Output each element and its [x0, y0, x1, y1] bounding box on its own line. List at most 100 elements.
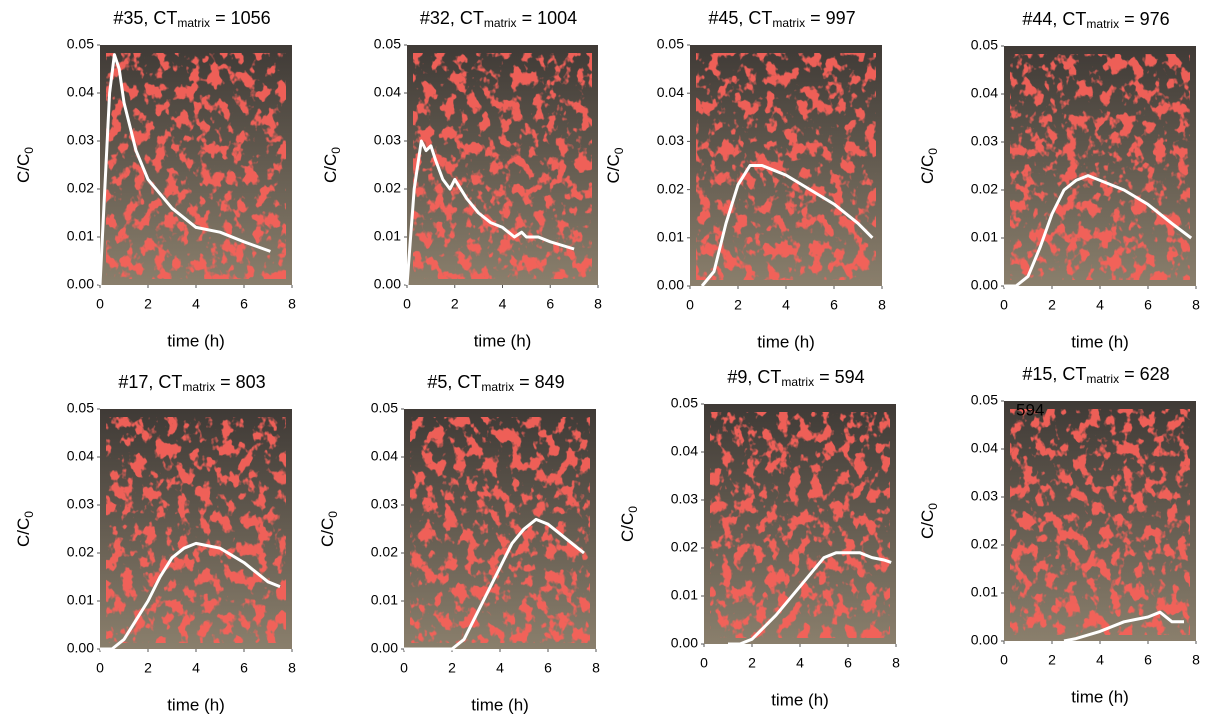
x-tick-label: 4	[499, 296, 507, 312]
y-axis-label: C/C0	[14, 511, 36, 547]
title-tail: = 976	[1124, 9, 1170, 29]
y-tick-label: 0.04	[971, 440, 998, 456]
y-label-main: C/C	[321, 154, 340, 183]
x-tick-label: 4	[796, 655, 804, 671]
y-tick-label: 0.02	[657, 180, 684, 196]
x-tick-label: 4	[782, 297, 790, 313]
y-tick-label: 0.00	[971, 632, 998, 648]
title-main: #5, CT	[427, 372, 481, 392]
x-axis-label: time (h)	[1071, 687, 1129, 706]
x-tick-label: 8	[892, 655, 900, 671]
y-tick-label: 0.01	[657, 229, 684, 245]
y-tick-label: 0.05	[671, 395, 698, 411]
x-axis-label: time (h)	[474, 331, 532, 350]
y-tick-label: 0.04	[374, 84, 401, 100]
y-tick-label: 0.05	[67, 36, 94, 52]
x-tick-label: 4	[192, 660, 200, 676]
title-tail: = 803	[220, 372, 266, 392]
y-tick-label: 0.02	[971, 536, 998, 552]
y-tick-label: 0.04	[67, 84, 94, 100]
title-sub: matrix	[177, 16, 210, 30]
x-tick-label: 0	[403, 296, 411, 312]
pore-rendering	[410, 417, 590, 643]
title-sub: matrix	[481, 380, 514, 394]
data-line	[405, 139, 575, 286]
title-tail: = 1004	[522, 8, 578, 28]
title-sub: matrix	[484, 16, 517, 30]
x-axis-label: time (h)	[757, 332, 815, 351]
y-tick-label: 0.01	[67, 592, 94, 608]
chart-title: #17, CTmatrix = 803	[118, 372, 265, 394]
y-label-main: C/C	[14, 518, 33, 547]
title-tail: = 1056	[215, 8, 271, 28]
y-tick-label: 0.00	[671, 635, 698, 651]
x-tick-label: 6	[1144, 297, 1152, 313]
y-tick-label: 0.00	[371, 640, 398, 656]
x-tick-label: 6	[546, 296, 554, 312]
pore-rendering	[1010, 54, 1190, 280]
x-tick-label: 6	[830, 297, 838, 313]
y-tick-label: 0.05	[67, 400, 94, 416]
title-sub: matrix	[1086, 17, 1119, 31]
x-tick-label: 8	[594, 296, 602, 312]
title-sub: matrix	[772, 16, 805, 30]
x-tick-label: 6	[844, 655, 852, 671]
y-tick-label: 0.03	[671, 491, 698, 507]
x-tick-label: 8	[1192, 297, 1200, 313]
y-tick-label: 0.00	[971, 277, 998, 293]
y-tick-label: 0.04	[371, 448, 398, 464]
x-tick-label: 4	[192, 296, 200, 312]
x-axis-label: time (h)	[167, 331, 225, 350]
x-tick-label: 0	[1000, 297, 1008, 313]
y-tick-label: 0.03	[657, 132, 684, 148]
title-tail: = 594	[819, 367, 865, 387]
pore-rendering	[413, 53, 592, 279]
title-tail: = 997	[810, 8, 856, 28]
y-tick-label: 0.00	[67, 276, 94, 292]
y-tick-label: 0.02	[374, 180, 401, 196]
y-tick-label: 0.04	[657, 84, 684, 100]
y-tick-label: 0.01	[371, 592, 398, 608]
x-tick-label: 2	[734, 297, 742, 313]
x-tick-label: 6	[544, 660, 552, 676]
y-label-sub: 0	[326, 511, 340, 518]
title-main: #44, CT	[1022, 9, 1086, 29]
x-tick-label: 4	[496, 660, 504, 676]
x-axis-label: time (h)	[471, 695, 529, 714]
x-tick-label: 8	[288, 296, 296, 312]
y-label-sub: 0	[329, 147, 343, 154]
x-tick-label: 2	[748, 655, 756, 671]
y-tick-label: 0.01	[971, 584, 998, 600]
x-tick-label: 8	[288, 660, 296, 676]
y-tick-label: 0.01	[67, 228, 94, 244]
x-tick-label: 2	[448, 660, 456, 676]
y-label-main: C/C	[618, 513, 637, 542]
x-tick-label: 0	[686, 297, 694, 313]
data-line	[98, 53, 271, 286]
data-line	[100, 541, 281, 651]
title-sub: matrix	[781, 375, 814, 389]
y-label-main: C/C	[14, 154, 33, 183]
y-label-sub: 0	[926, 503, 940, 510]
data-line	[700, 164, 874, 287]
pore-rendering	[710, 412, 890, 638]
x-tick-label: 0	[96, 660, 104, 676]
title-main: #35, CT	[113, 8, 177, 28]
y-tick-label: 0.02	[371, 544, 398, 560]
y-tick-label: 0.01	[374, 228, 401, 244]
x-tick-label: 6	[240, 296, 248, 312]
chart-title: #45, CTmatrix = 997	[708, 8, 855, 30]
y-tick-label: 0.01	[671, 587, 698, 603]
pore-rendering	[1010, 409, 1190, 635]
y-tick-label: 0.01	[971, 229, 998, 245]
title-main: #9, CT	[727, 367, 781, 387]
y-tick-label: 0.03	[371, 496, 398, 512]
y-tick-label: 0.02	[67, 180, 94, 196]
title-tail: = 849	[519, 372, 565, 392]
title-main: #15, CT	[1022, 364, 1086, 384]
y-axis-label: C/C0	[318, 511, 340, 547]
y-tick-label: 0.03	[971, 488, 998, 504]
title-main: #45, CT	[708, 8, 772, 28]
